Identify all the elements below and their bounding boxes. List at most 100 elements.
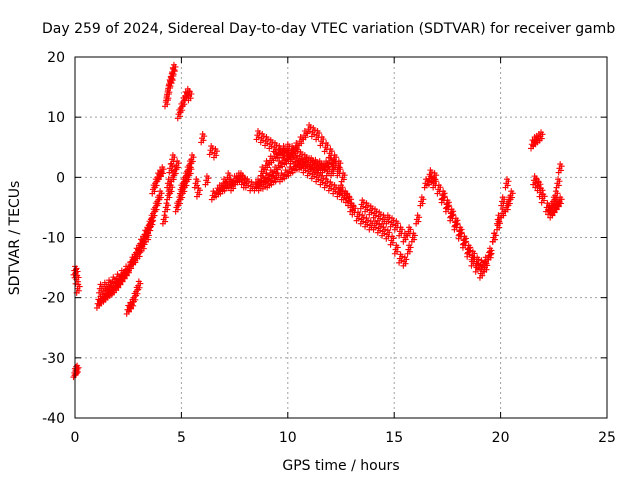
data-point (226, 172, 233, 179)
data-point (298, 164, 305, 171)
data-point (190, 154, 197, 161)
data-point (462, 239, 469, 246)
series-mid-arc (257, 141, 348, 185)
data-point (441, 190, 448, 197)
data-point (306, 128, 313, 135)
data-point (377, 227, 384, 234)
data-point (491, 236, 498, 243)
data-point (540, 197, 547, 204)
data-point (320, 136, 327, 143)
data-point (386, 214, 393, 221)
data-point (76, 283, 83, 290)
data-point (160, 166, 167, 173)
data-point (236, 176, 243, 183)
data-point (328, 157, 335, 164)
data-point (285, 155, 292, 162)
data-point (171, 154, 178, 161)
data-point (328, 161, 335, 168)
data-point (269, 139, 276, 146)
data-point (457, 230, 464, 237)
data-point (406, 230, 413, 237)
data-point (145, 232, 152, 239)
data-point (352, 205, 359, 212)
data-point (188, 91, 195, 98)
data-point (213, 148, 220, 155)
data-point (328, 185, 335, 192)
data-point (149, 221, 156, 228)
data-point (169, 77, 176, 84)
data-point (132, 259, 139, 266)
data-point (294, 161, 301, 168)
data-point (167, 178, 174, 185)
data-point (213, 152, 220, 159)
data-point (194, 178, 201, 185)
data-point (557, 167, 564, 174)
data-point (389, 239, 396, 246)
data-point (256, 130, 263, 137)
data-point (445, 199, 452, 206)
data-point (145, 236, 152, 243)
data-points (70, 61, 565, 381)
data-point (394, 244, 401, 251)
data-point (377, 223, 384, 230)
data-point (554, 190, 561, 197)
data-point (316, 172, 323, 179)
data-point (165, 95, 172, 102)
series-spike (162, 61, 179, 110)
data-point (315, 176, 322, 183)
data-point (471, 250, 478, 257)
data-point (237, 172, 244, 179)
data-point (166, 89, 173, 96)
data-point (333, 184, 340, 191)
x-tick-label: 25 (598, 430, 616, 446)
data-point (311, 164, 318, 171)
data-point (255, 134, 262, 141)
data-point (343, 190, 350, 197)
data-point (74, 368, 81, 375)
data-point (360, 218, 367, 225)
data-point (157, 194, 164, 201)
data-point (402, 260, 409, 267)
data-point (504, 182, 511, 189)
data-point (307, 157, 314, 164)
data-point (402, 236, 409, 243)
data-point (390, 217, 397, 224)
data-point (416, 214, 423, 221)
data-point (260, 137, 267, 144)
data-point (556, 178, 563, 185)
data-point (483, 260, 490, 267)
data-point (394, 248, 401, 255)
data-point (141, 241, 148, 248)
data-point (189, 158, 196, 165)
data-point (377, 215, 384, 222)
data-point (369, 205, 376, 212)
data-point (450, 208, 457, 215)
data-point (385, 218, 392, 225)
data-point (541, 193, 548, 200)
data-point (337, 166, 344, 173)
data-point (411, 236, 418, 243)
data-point (449, 212, 456, 219)
data-point (399, 226, 406, 233)
data-point (372, 212, 379, 219)
data-point (306, 170, 313, 177)
data-point (453, 221, 460, 228)
data-point (298, 155, 305, 162)
data-point (294, 148, 301, 155)
data-point (505, 178, 512, 185)
data-point (164, 206, 171, 213)
data-point (170, 71, 177, 78)
data-point (398, 257, 405, 264)
data-point (169, 163, 176, 170)
data-point (501, 196, 508, 203)
data-point (428, 175, 435, 182)
data-point (390, 235, 397, 242)
data-point (185, 92, 192, 99)
grid (75, 57, 607, 418)
series-evening (425, 173, 512, 281)
data-point (194, 182, 201, 189)
data-point (140, 245, 147, 252)
data-point (311, 173, 318, 180)
data-point (324, 142, 331, 149)
